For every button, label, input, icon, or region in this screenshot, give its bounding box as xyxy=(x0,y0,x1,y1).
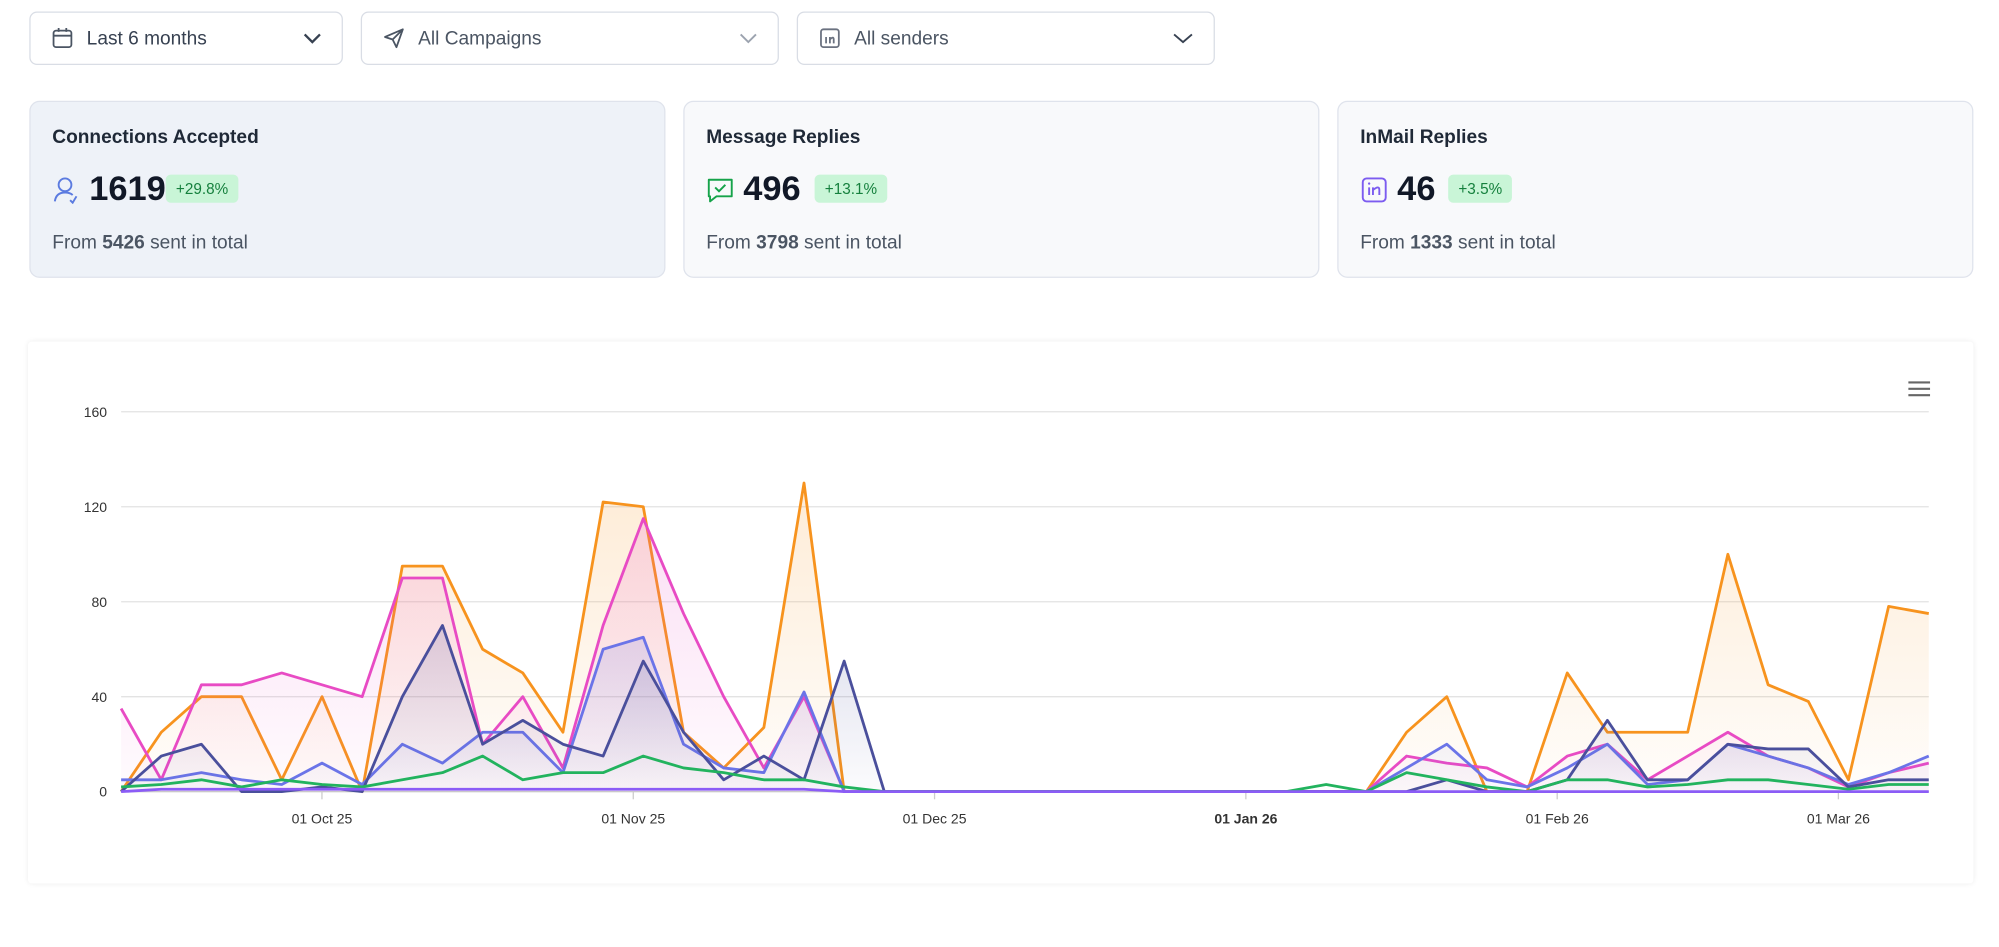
x-tick-label: 01 Jan 26 xyxy=(1214,811,1277,827)
footer-suffix: sent in total xyxy=(1458,232,1556,254)
footer-suffix: sent in total xyxy=(804,232,902,254)
linkedin-icon xyxy=(820,28,840,49)
calendar-icon xyxy=(52,28,73,49)
sender-filter[interactable]: All senders xyxy=(796,11,1215,66)
x-tick-label: 01 Mar 26 xyxy=(1807,811,1870,827)
chart-card xyxy=(28,341,1974,884)
change-badge: +13.1% xyxy=(814,174,888,203)
series-area xyxy=(121,483,1929,792)
footer-from: From xyxy=(52,232,97,254)
filter-label: All Campaigns xyxy=(418,27,542,50)
y-tick-label: 120 xyxy=(84,499,108,515)
send-icon xyxy=(384,28,404,49)
sent-total: 5426 xyxy=(102,232,145,254)
change-badge: +29.8% xyxy=(165,174,239,203)
change-badge: +3.5% xyxy=(1448,174,1513,203)
menu-icon[interactable] xyxy=(1908,381,1931,397)
stat-card[interactable]: InMail Replies 46 +3.5% From 1333 sent i… xyxy=(1337,100,1974,278)
message-icon xyxy=(707,178,733,203)
y-tick-label: 160 xyxy=(84,404,108,420)
card-value: 496 xyxy=(743,169,801,208)
card-title: Connections Accepted xyxy=(52,126,259,148)
sent-total: 1333 xyxy=(1410,232,1453,254)
inmail-icon xyxy=(1361,177,1387,203)
y-tick-label: 0 xyxy=(99,784,107,800)
chevron xyxy=(739,33,757,44)
series-line xyxy=(121,787,1929,794)
user-icon xyxy=(53,177,78,204)
card-footer: From 5426 sent in total xyxy=(52,232,248,254)
stat-card[interactable]: Connections Accepted 1619 +29.8% From 54… xyxy=(29,100,666,278)
x-tick-label: 01 Nov 25 xyxy=(601,811,665,827)
stat-card[interactable]: Message Replies 496 +13.1% From 3798 sen… xyxy=(683,100,1320,278)
campaign-filter[interactable]: All Campaigns xyxy=(360,11,779,66)
series-area xyxy=(121,625,1929,792)
card-title: Message Replies xyxy=(706,126,861,148)
y-tick-label: 40 xyxy=(91,689,107,705)
filter-label: All senders xyxy=(854,27,949,50)
card-footer: From 3798 sent in total xyxy=(706,232,902,254)
card-value: 46 xyxy=(1397,169,1436,208)
filter-label: Last 6 months xyxy=(86,27,207,50)
footer-from: From xyxy=(706,232,751,254)
y-tick-label: 80 xyxy=(91,594,107,610)
chevron xyxy=(303,33,321,44)
footer-suffix: sent in total xyxy=(150,232,248,254)
x-tick-label: 01 Dec 25 xyxy=(903,811,967,827)
card-value: 1619 xyxy=(89,169,166,208)
date-filter[interactable]: Last 6 months xyxy=(29,11,343,66)
card-title: InMail Replies xyxy=(1360,126,1488,148)
x-tick-label: 01 Feb 26 xyxy=(1526,811,1589,827)
sent-total: 3798 xyxy=(756,232,799,254)
footer-from: From xyxy=(1360,232,1405,254)
x-tick-label: 01 Oct 25 xyxy=(292,811,353,827)
chevron xyxy=(1173,33,1193,44)
card-footer: From 1333 sent in total xyxy=(1360,232,1556,254)
